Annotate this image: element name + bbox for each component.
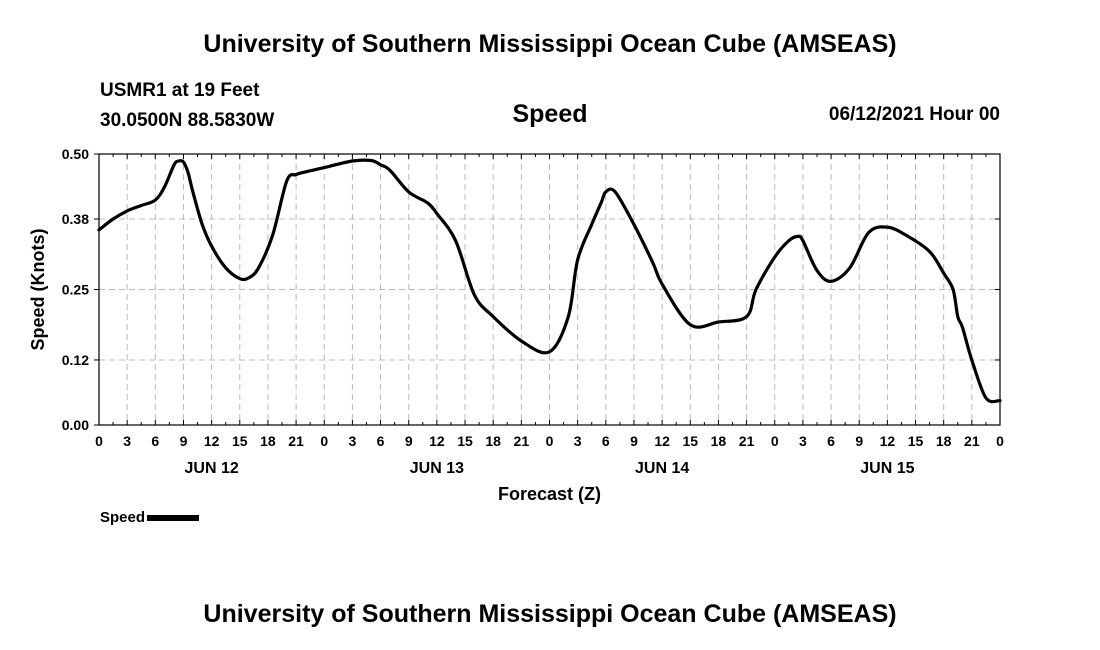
- x-tick-label: 21: [288, 433, 304, 449]
- x-tick-label: 3: [799, 433, 807, 449]
- x-tick-label: 18: [260, 433, 276, 449]
- x-tick-label: 6: [377, 433, 385, 449]
- x-tick-label: 12: [204, 433, 220, 449]
- x-axis-label: Forecast (Z): [498, 484, 601, 504]
- x-tick-label: 0: [771, 433, 779, 449]
- x-tick-label: 6: [602, 433, 610, 449]
- plot-title: Speed: [512, 100, 588, 128]
- x-tick-label: 12: [429, 433, 445, 449]
- x-tick-label: 0: [320, 433, 328, 449]
- x-tick-label: 0: [996, 433, 1004, 449]
- x-tick-label: 6: [827, 433, 835, 449]
- y-tick-label: 0.00: [62, 417, 89, 433]
- station-name: USMR1 at 19 Feet: [100, 80, 260, 101]
- x-tick-label: 3: [349, 433, 357, 449]
- x-tick-label: 9: [180, 433, 188, 449]
- chart-title: University of Southern Mississippi Ocean…: [203, 30, 897, 58]
- speed-series-line: [97, 158, 1002, 404]
- legend-line-swatch: [147, 514, 200, 521]
- x-tick-label: 21: [739, 433, 755, 449]
- y-tick-label: 0.50: [62, 146, 89, 162]
- x-day-label: JUN 13: [410, 460, 464, 477]
- x-tick-label: 9: [855, 433, 863, 449]
- x-tick-label: 15: [232, 433, 248, 449]
- grid-lines: [99, 154, 1000, 425]
- x-tick-label: 18: [711, 433, 727, 449]
- x-tick-label: 12: [880, 433, 896, 449]
- x-tick-label: 9: [405, 433, 413, 449]
- y-tick-label: 0.25: [62, 282, 89, 298]
- x-tick-label: 18: [936, 433, 952, 449]
- legend-label: Speed: [100, 509, 146, 526]
- x-tick-label: 18: [485, 433, 501, 449]
- y-tick-label: 0.12: [62, 352, 89, 368]
- forecast-date: 06/12/2021 Hour 00: [828, 104, 1000, 125]
- y-tick-label: 0.38: [62, 211, 89, 227]
- x-tick-label: 9: [630, 433, 638, 449]
- x-tick-label: 12: [654, 433, 670, 449]
- x-tick-label: 15: [908, 433, 924, 449]
- x-day-label: JUN 12: [185, 460, 239, 477]
- x-tick-label: 0: [95, 433, 103, 449]
- x-day-label: JUN 14: [635, 460, 689, 477]
- x-tick-label: 21: [514, 433, 530, 449]
- x-tick-label: 3: [123, 433, 131, 449]
- station-coords: 30.0500N 88.5830W: [100, 110, 275, 131]
- x-tick-label: 21: [964, 433, 980, 449]
- legend: Speed: [100, 509, 200, 526]
- x-tick-label: 0: [546, 433, 554, 449]
- x-day-label: JUN 15: [860, 460, 914, 477]
- y-axis: 0.00 0.12 0.25 0.38 0.50 Speed (Knots): [28, 146, 1000, 433]
- x-tick-label: 6: [151, 433, 159, 449]
- y-axis-label: Speed (Knots): [28, 228, 48, 350]
- footer-title: University of Southern Mississippi Ocean…: [203, 600, 897, 628]
- station-info: USMR1 at 19 Feet 30.0500N 88.5830W: [100, 76, 274, 136]
- x-tick-label: 3: [574, 433, 582, 449]
- x-axis: 0 3 6 9 12 15 18 21 0 3 6 9 12 15 18 21 0 3 6 9 12 15 18 21 0 3 6 9…: [95, 154, 1004, 504]
- x-tick-label: 15: [682, 433, 698, 449]
- x-tick-label: 15: [457, 433, 473, 449]
